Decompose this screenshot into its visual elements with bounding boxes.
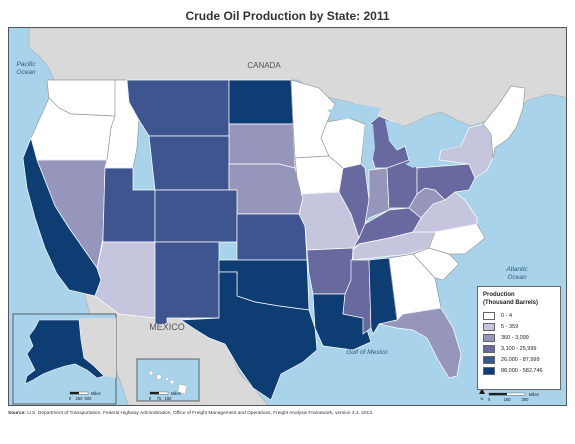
hawaii-inset: 0 75 150 Miles: [136, 358, 200, 402]
legend-label: 3,100 - 25,999: [501, 345, 537, 352]
legend-title-line2: (Thousand Barrels): [483, 300, 539, 306]
state-AR: [306, 247, 354, 295]
alaska-scale-250: 250: [76, 396, 84, 401]
main-scale-unit: Miles: [529, 392, 539, 397]
map-title: Crude Oil Production by State: 2011: [185, 9, 390, 23]
state-KS: [236, 213, 308, 261]
legend-item: 3,100 - 25,999: [483, 343, 555, 354]
canada-land: [28, 28, 566, 129]
legend-item: 26,000 - 87,999: [483, 354, 555, 365]
north-arrow-n: N: [481, 396, 484, 401]
legend: Production (Thousand Barrels) 0 - 4 5 - 3…: [477, 286, 561, 390]
gulf-of-mexico-label: Gulf of Mexico: [346, 349, 388, 356]
state-NE: [228, 163, 304, 215]
legend-label: 0 - 4: [501, 312, 513, 319]
hawaii-scale-unit: Miles: [171, 391, 181, 396]
state-NM: [154, 241, 220, 325]
legend-title: Production (Thousand Barrels): [483, 291, 555, 307]
main-scale-0: 0: [488, 397, 491, 402]
legend-swatch: [483, 311, 495, 320]
main-scale-150: 150: [504, 397, 512, 402]
source-note: Source: U.S. Department of Transportatio…: [8, 410, 567, 417]
legend-label: 88,000 - 582,746: [501, 367, 543, 374]
main-scale-bar: N 0 150 300 Miles: [479, 388, 539, 402]
lake-superior: [327, 104, 381, 120]
state-WY: [148, 135, 230, 191]
legend-label: 360 - 3,099: [501, 334, 529, 341]
canada-alaska-land: [79, 318, 116, 378]
legend-item: 5 - 359: [483, 321, 555, 332]
legend-title-line1: Production: [483, 292, 515, 298]
atlantic-ocean-label: Atlantic Ocean: [505, 266, 528, 281]
legend-rows: 0 - 4 5 - 359 360 - 3,099 3,100 - 25,999 26,…: [483, 310, 555, 376]
main-scale-300: 300: [522, 397, 530, 402]
legend-swatch: [483, 333, 495, 342]
lake-erie: [405, 152, 435, 168]
canada-label: CANADA: [247, 61, 281, 70]
states-layer: [22, 79, 526, 401]
state-CO: [154, 189, 238, 243]
lake-ontario: [439, 140, 461, 150]
alaska-scale-0: 0: [69, 396, 72, 401]
legend-swatch: [483, 344, 495, 353]
legend-item: 0 - 4: [483, 310, 555, 321]
state-MI: [364, 115, 410, 169]
alaska-scale-500: 500: [85, 396, 93, 401]
hawaii-scale-75: 75: [157, 396, 162, 401]
legend-label: 5 - 359: [501, 323, 519, 330]
pacific-ocean-label: Pacific Ocean: [16, 61, 36, 76]
legend-label: 26,000 - 87,999: [501, 356, 540, 363]
state-SD: [228, 123, 296, 169]
hawaii-scale-0: 0: [149, 396, 152, 401]
map-frame: Pacific Ocean CANADA Atlantic Ocean MEXICO…: [8, 27, 567, 406]
north-arrow-icon: [479, 388, 485, 394]
legend-swatch: [483, 366, 495, 375]
source-label: Source:: [8, 411, 26, 416]
mexico-label: MEXICO: [149, 322, 185, 332]
alaska-inset: 0 250 500 Miles: [12, 313, 117, 405]
legend-swatch: [483, 355, 495, 364]
legend-item: 360 - 3,099: [483, 332, 555, 343]
state-TX: [179, 271, 318, 401]
map-svg: Pacific Ocean CANADA Atlantic Ocean MEXICO…: [9, 28, 566, 405]
hawaii-scale-150: 150: [165, 396, 173, 401]
state-ND: [228, 79, 294, 125]
state-HI: [148, 370, 188, 395]
legend-swatch: [483, 322, 495, 331]
alaska-scale-unit: Miles: [91, 391, 101, 396]
lake-michigan: [363, 124, 375, 168]
legend-item: 88,000 - 582,746: [483, 365, 555, 376]
state-AK: [24, 319, 105, 385]
state-FL: [378, 307, 462, 379]
state-CA: [22, 136, 102, 297]
source-text: U.S. Department of Transportation, Feder…: [27, 411, 374, 416]
state-NE-states: [482, 85, 526, 159]
lake-huron: [385, 120, 407, 150]
